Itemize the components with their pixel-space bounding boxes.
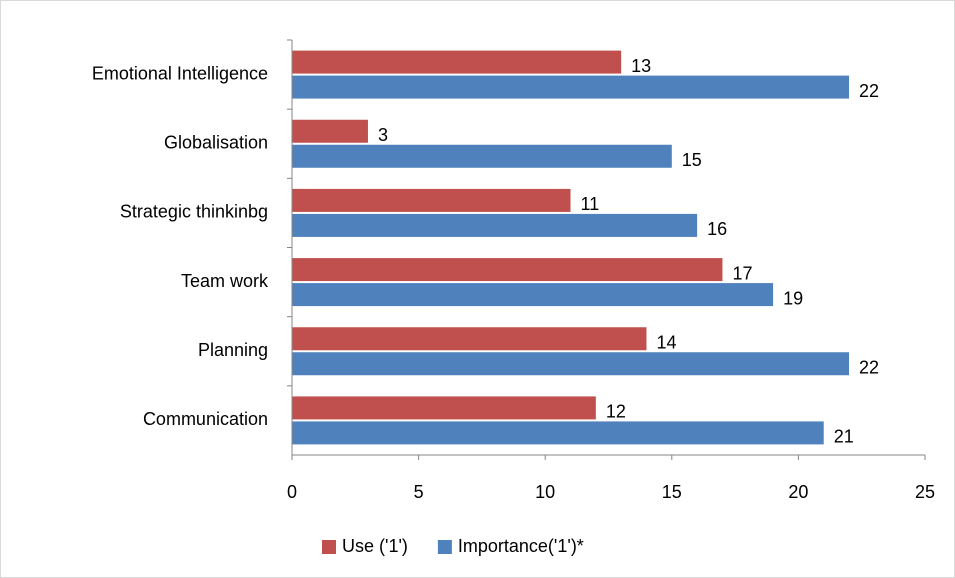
y-tick-label: Planning: [198, 340, 268, 360]
legend-label: Importance('1')*: [458, 536, 584, 556]
data-label: 16: [707, 219, 727, 239]
x-tick-label: 25: [915, 482, 935, 502]
bar: [292, 119, 368, 143]
bar: [292, 283, 774, 307]
y-tick-label: Globalisation: [164, 133, 268, 153]
x-tick-label: 5: [414, 482, 424, 502]
y-tick-label: Emotional Intelligence: [92, 63, 268, 83]
y-tick-label: Team work: [181, 271, 269, 291]
x-tick-label: 0: [287, 482, 297, 502]
bar: [292, 50, 622, 74]
y-tick-label: Communication: [143, 409, 268, 429]
bar: [292, 144, 672, 168]
data-label: 19: [783, 288, 803, 308]
x-tick-label: 10: [535, 482, 555, 502]
data-label: 13: [631, 56, 651, 76]
data-label: 15: [682, 150, 702, 170]
bar: [292, 213, 698, 237]
data-label: 22: [859, 358, 879, 378]
legend-label: Use ('1'): [342, 536, 408, 556]
data-label: 3: [378, 125, 388, 145]
bar: [292, 327, 647, 351]
bar: [292, 421, 824, 445]
data-label: 21: [834, 427, 854, 447]
y-tick-label: Strategic thinkinbg: [120, 202, 268, 222]
bar: [292, 75, 850, 99]
x-tick-label: 15: [662, 482, 682, 502]
bar: [292, 396, 596, 420]
data-label: 17: [732, 263, 752, 283]
legend-swatch: [322, 540, 336, 554]
bar: [292, 352, 850, 376]
data-label: 12: [606, 402, 626, 422]
x-tick-label: 20: [788, 482, 808, 502]
bar: [292, 188, 571, 212]
legend-swatch: [437, 540, 452, 554]
data-label: 14: [656, 333, 676, 353]
data-label: 22: [859, 81, 879, 101]
data-label: 11: [581, 194, 600, 214]
bar: [292, 258, 723, 282]
